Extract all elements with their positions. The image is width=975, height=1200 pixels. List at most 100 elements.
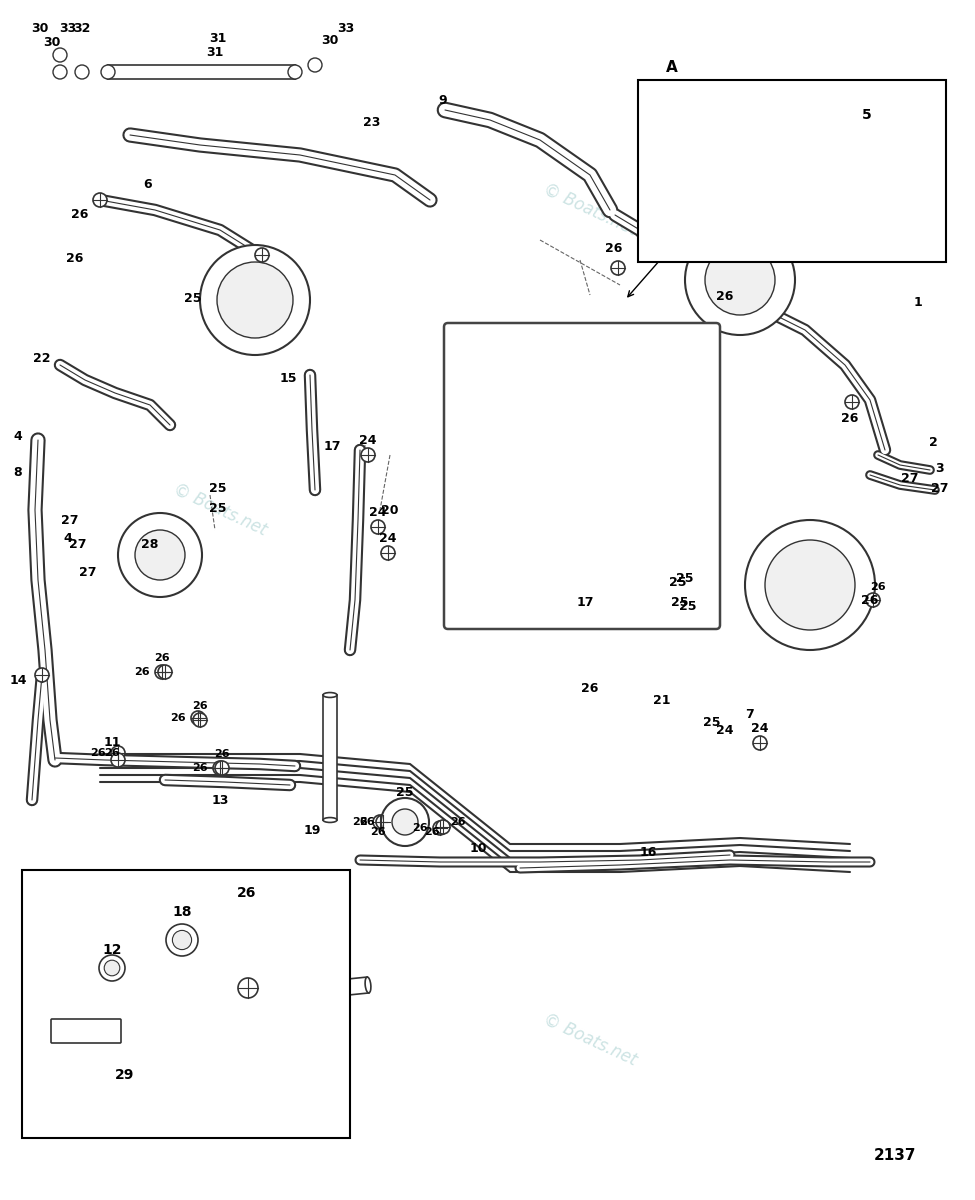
Circle shape (101, 65, 115, 79)
Circle shape (111, 746, 125, 760)
Text: 8: 8 (14, 466, 22, 479)
Circle shape (433, 821, 447, 835)
Circle shape (158, 665, 172, 679)
Text: 24: 24 (752, 721, 768, 734)
Text: 27: 27 (901, 472, 918, 485)
Bar (665, 166, 910, 184)
Text: © Boats.net: © Boats.net (540, 1010, 640, 1069)
Ellipse shape (167, 997, 173, 1013)
Circle shape (381, 546, 395, 560)
Bar (170, 977, 369, 1013)
Circle shape (35, 668, 49, 682)
Text: 25: 25 (671, 595, 688, 608)
FancyBboxPatch shape (51, 1019, 121, 1043)
Circle shape (685, 226, 795, 335)
Text: 25: 25 (210, 502, 227, 515)
Text: 26: 26 (841, 412, 859, 425)
Circle shape (104, 960, 120, 976)
Circle shape (745, 520, 875, 650)
Text: 31: 31 (210, 31, 226, 44)
Circle shape (288, 65, 302, 79)
Text: 17: 17 (324, 440, 340, 454)
Text: 25: 25 (677, 571, 694, 584)
Circle shape (191, 710, 205, 725)
Text: 2: 2 (928, 436, 937, 449)
Circle shape (371, 520, 385, 534)
Text: 26: 26 (171, 713, 186, 722)
Text: 26: 26 (192, 701, 208, 710)
Ellipse shape (907, 166, 914, 184)
Text: 5: 5 (862, 108, 872, 122)
Circle shape (135, 530, 185, 580)
Text: © Boats.net: © Boats.net (540, 180, 640, 240)
Text: 30: 30 (322, 34, 338, 47)
Text: 16: 16 (640, 846, 657, 858)
Text: 9: 9 (439, 94, 448, 107)
Text: 31: 31 (207, 46, 223, 59)
Text: 25: 25 (703, 716, 721, 730)
Text: 13: 13 (212, 793, 229, 806)
Text: 21: 21 (653, 694, 671, 707)
Circle shape (373, 815, 387, 829)
Text: 15: 15 (279, 372, 296, 384)
Text: 26: 26 (605, 241, 623, 254)
Text: 27: 27 (79, 565, 97, 578)
Text: 26: 26 (192, 763, 208, 773)
Text: 25: 25 (210, 481, 227, 494)
Text: 20: 20 (381, 504, 399, 516)
Text: 4: 4 (63, 532, 72, 545)
Circle shape (361, 448, 375, 462)
Circle shape (193, 713, 207, 727)
Ellipse shape (323, 817, 337, 822)
Circle shape (611, 260, 625, 275)
Text: 26: 26 (861, 594, 878, 606)
Text: 24: 24 (359, 433, 376, 446)
Circle shape (53, 48, 67, 62)
Bar (22, 870, 350, 1138)
Circle shape (765, 540, 855, 630)
Ellipse shape (323, 692, 337, 697)
Text: 26: 26 (154, 653, 170, 662)
Text: 3: 3 (936, 462, 945, 474)
Text: 26: 26 (214, 749, 230, 758)
Text: 18: 18 (173, 905, 192, 919)
Text: 10: 10 (469, 841, 487, 854)
Circle shape (99, 955, 125, 982)
Text: 26: 26 (450, 817, 466, 827)
Text: 26: 26 (66, 252, 84, 264)
Ellipse shape (105, 65, 110, 79)
Text: 26: 26 (359, 817, 374, 827)
Text: © Boats.net: © Boats.net (171, 480, 270, 540)
Text: 26: 26 (370, 827, 386, 838)
Circle shape (215, 761, 229, 775)
Circle shape (53, 65, 67, 79)
Text: A: A (666, 60, 678, 76)
Circle shape (392, 809, 418, 835)
Text: 2137: 2137 (874, 1147, 916, 1163)
Circle shape (173, 930, 192, 949)
Text: 26: 26 (71, 209, 89, 222)
Ellipse shape (292, 65, 297, 79)
Text: 22: 22 (33, 352, 51, 365)
Text: 4: 4 (14, 431, 22, 444)
Bar (108, 65, 295, 79)
Text: 26: 26 (237, 886, 256, 900)
Text: 26: 26 (104, 748, 120, 758)
Text: 32: 32 (73, 22, 91, 35)
Circle shape (111, 754, 125, 767)
Text: 26: 26 (90, 748, 106, 758)
Text: 17: 17 (576, 595, 594, 608)
Text: 25: 25 (669, 576, 686, 589)
Text: 27: 27 (931, 481, 949, 494)
Text: 29: 29 (115, 1068, 135, 1082)
Text: 7: 7 (746, 708, 755, 721)
Text: 30: 30 (31, 22, 49, 35)
Circle shape (436, 820, 450, 834)
Text: 24: 24 (717, 724, 734, 737)
Text: 26: 26 (581, 682, 599, 695)
Circle shape (376, 815, 390, 829)
Bar (323, 695, 337, 820)
FancyBboxPatch shape (444, 323, 720, 629)
Text: 33: 33 (59, 22, 77, 35)
Text: 25: 25 (680, 600, 697, 613)
